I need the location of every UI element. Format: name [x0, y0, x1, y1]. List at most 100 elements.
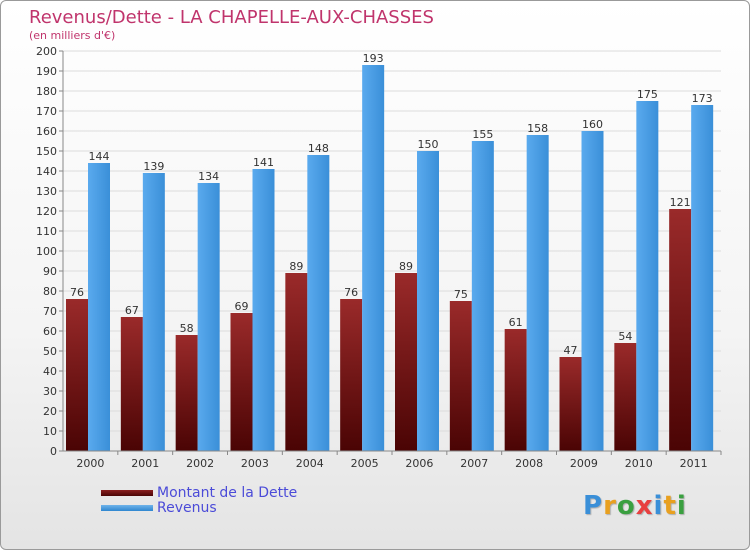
y-tick-label: 120 — [36, 205, 57, 218]
data-label-revenue: 175 — [637, 88, 658, 101]
data-label-debt: 67 — [125, 304, 139, 317]
y-tick-label: 40 — [43, 365, 57, 378]
data-label-debt: 75 — [454, 288, 468, 301]
bar-debt — [230, 313, 253, 451]
data-label-revenue: 141 — [253, 156, 274, 169]
bar-revenue — [197, 183, 220, 451]
data-label-revenue: 134 — [198, 170, 219, 183]
grid-lines — [63, 50, 721, 452]
logo-letter: o — [616, 491, 636, 521]
y-tick-label: 30 — [43, 385, 57, 398]
legend-swatch-debt — [101, 490, 153, 496]
bar-revenue — [307, 155, 330, 451]
bar-debt — [559, 357, 582, 451]
bar-debt — [395, 273, 417, 451]
y-tick-label: 80 — [43, 285, 57, 298]
x-tick-label: 2006 — [405, 457, 433, 470]
y-tick-label: 20 — [43, 405, 57, 418]
y-tick-label: 200 — [36, 45, 57, 58]
bar-revenue — [252, 169, 275, 451]
x-tick-label: 2005 — [351, 457, 379, 470]
x-axis-ticks: 2000 2001 2002 2003 2004 2005 2006 2007 2008 2009… — [76, 451, 722, 470]
data-label-revenue: 173 — [692, 92, 713, 105]
x-tick-label: 2002 — [186, 457, 214, 470]
chart-subtitle: (en milliers d'€) — [29, 29, 116, 42]
bar-debt — [120, 317, 143, 451]
data-label-revenue: 144 — [89, 150, 110, 163]
logo-letter: t — [663, 491, 677, 521]
logo-letter: i — [676, 491, 687, 521]
bar-debt — [669, 209, 692, 451]
y-tick-label: 150 — [36, 145, 57, 158]
legend-swatch-revenue — [101, 505, 153, 511]
y-tick-label: 90 — [43, 265, 57, 278]
data-label-debt: 89 — [399, 260, 413, 273]
proxiti-logo: Proxiti — [583, 491, 687, 521]
chart-title: Revenus/Dette - LA CHAPELLE-AUX-CHASSES — [29, 7, 434, 28]
y-tick-label: 190 — [36, 65, 57, 78]
y-tick-label: 160 — [36, 125, 57, 138]
data-label-debt: 47 — [564, 344, 578, 357]
y-tick-label: 130 — [36, 185, 57, 198]
data-label-revenue: 193 — [363, 52, 384, 65]
y-tick-label: 110 — [36, 225, 57, 238]
data-label-debt: 58 — [180, 322, 194, 335]
data-label-debt: 121 — [670, 196, 691, 209]
x-tick-label: 2000 — [76, 457, 104, 470]
legend-label-revenue: Revenus — [157, 500, 217, 516]
bar-debt — [504, 329, 527, 451]
y-tick-label: 170 — [36, 105, 57, 118]
x-tick-label: 2007 — [460, 457, 488, 470]
logo-letter: r — [603, 491, 617, 521]
bar-revenue — [526, 135, 549, 451]
data-label-revenue: 155 — [472, 128, 493, 141]
y-tick-label: 0 — [50, 445, 57, 458]
data-label-debt: 76 — [70, 286, 84, 299]
y-tick-label: 50 — [43, 345, 57, 358]
x-tick-label: 2011 — [680, 457, 708, 470]
bar-debt — [614, 343, 637, 451]
data-label-debt: 54 — [618, 330, 632, 343]
logo-letter: P — [583, 491, 604, 521]
logo-letter: x — [635, 491, 654, 521]
x-tick-label: 2008 — [515, 457, 543, 470]
bar-revenue — [142, 173, 165, 451]
legend-label-debt: Montant de la Dette — [157, 485, 298, 501]
bar-revenue — [691, 105, 714, 451]
data-label-revenue: 158 — [527, 122, 548, 135]
y-tick-label: 140 — [36, 165, 57, 178]
y-axis-ticks: 0 10 20 30 40 50 60 70 80 90 100 110 120 130 140 150 160… — [36, 45, 63, 458]
data-label-revenue: 160 — [582, 118, 603, 131]
x-tick-label: 2009 — [570, 457, 598, 470]
x-tick-label: 2010 — [625, 457, 653, 470]
bar-revenue — [636, 101, 659, 451]
y-tick-label: 180 — [36, 85, 57, 98]
bar-revenue — [471, 141, 494, 451]
y-tick-label: 100 — [36, 245, 57, 258]
bar-revenue — [88, 163, 110, 451]
data-label-debt: 89 — [289, 260, 303, 273]
bar-debt — [340, 299, 363, 451]
bar-debt — [66, 299, 88, 451]
data-label-debt: 61 — [509, 316, 523, 329]
data-label-revenue: 139 — [143, 160, 164, 173]
data-label-debt: 76 — [344, 286, 358, 299]
bar-debt — [175, 335, 198, 451]
bar-revenue — [581, 131, 604, 451]
bar-debt — [285, 273, 308, 451]
bar-debt — [449, 301, 472, 451]
y-tick-label: 60 — [43, 325, 57, 338]
logo-letter: i — [653, 491, 664, 521]
y-tick-label: 70 — [43, 305, 57, 318]
data-label-debt: 69 — [235, 300, 249, 313]
y-tick-label: 10 — [43, 425, 57, 438]
bar-revenue — [417, 151, 439, 451]
bars: 76 144 67 139 58 134 69 141 89 148 76 193 89 150 75 155… — [66, 52, 714, 451]
data-label-revenue: 148 — [308, 142, 329, 155]
x-tick-label: 2003 — [241, 457, 269, 470]
x-tick-label: 2001 — [131, 457, 159, 470]
data-label-revenue: 150 — [418, 138, 439, 151]
bar-revenue — [362, 65, 385, 451]
